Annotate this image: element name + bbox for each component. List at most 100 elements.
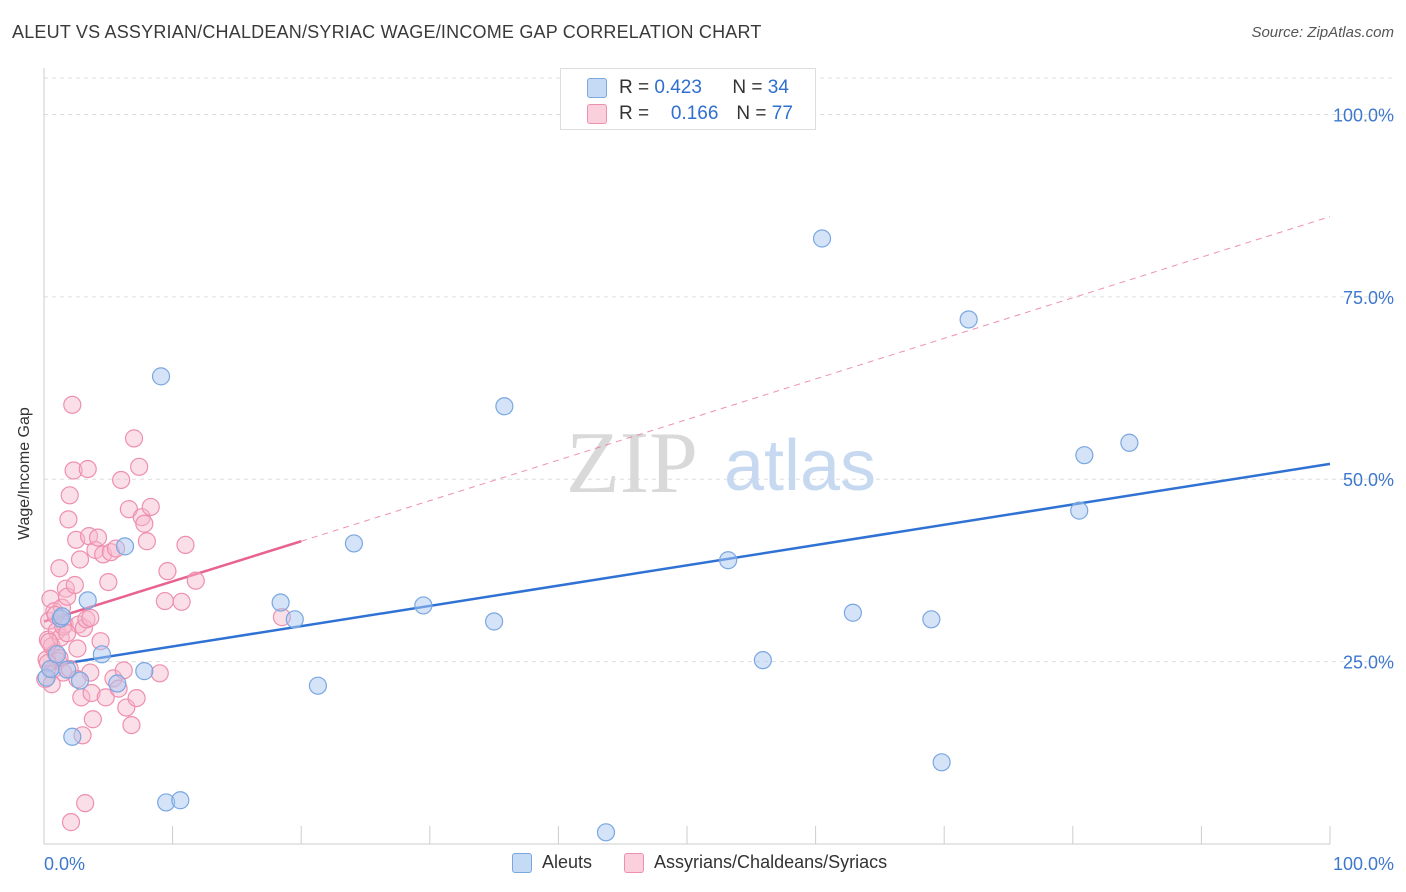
series-assyrians-points	[36, 395, 292, 832]
point-assyrians	[60, 486, 79, 505]
point-assyrians	[81, 608, 100, 627]
point-assyrians	[78, 459, 97, 479]
legend-n-label: N =	[732, 77, 763, 98]
point-assyrians	[65, 575, 84, 595]
point-aleuts	[92, 645, 111, 664]
point-assyrians	[50, 559, 69, 578]
y-tick-label: 75.0%	[1343, 288, 1394, 308]
point-aleuts	[414, 596, 433, 615]
legend-r-value: 0.423	[654, 77, 702, 98]
legend-n-value: 34	[767, 77, 789, 98]
legend-swatch-aleuts	[512, 852, 532, 873]
point-assyrians	[83, 710, 102, 729]
y-tick-label: 100.0%	[1333, 105, 1394, 125]
trend-line-assyrians-extended	[301, 216, 1331, 542]
point-assyrians	[186, 571, 205, 590]
point-assyrians	[64, 461, 83, 480]
correlation-legend: R = 0.423 N = 34 R = 0.166 N = 77	[560, 68, 816, 130]
point-aleuts	[63, 727, 82, 746]
legend-row-assyrians: R = 0.166 N = 77	[587, 103, 793, 125]
point-assyrians	[61, 813, 81, 832]
point-assyrians	[137, 532, 156, 551]
point-assyrians	[70, 550, 90, 569]
point-aleuts	[47, 645, 66, 664]
point-aleuts	[843, 603, 862, 622]
legend-r-value: 0.166	[670, 103, 719, 124]
point-aleuts	[485, 612, 504, 631]
point-assyrians	[112, 470, 131, 490]
point-assyrians	[119, 500, 138, 519]
legend-swatch-assyrians	[587, 104, 607, 124]
legend-swatch-aleuts	[587, 78, 607, 98]
point-aleuts	[171, 791, 190, 810]
point-assyrians	[130, 457, 149, 476]
axes	[43, 68, 1331, 845]
legend-r-label: R =	[619, 77, 650, 98]
point-aleuts	[285, 610, 304, 629]
point-aleuts	[922, 610, 941, 629]
point-assyrians	[122, 715, 141, 735]
point-aleuts	[719, 551, 738, 570]
x-tick-label: 0.0%	[44, 854, 85, 874]
trend-line-aleuts	[43, 462, 1331, 668]
legend-item-aleuts[interactable]: Aleuts	[512, 852, 592, 873]
point-aleuts	[108, 674, 127, 693]
point-assyrians	[155, 591, 174, 611]
point-assyrians	[158, 562, 177, 581]
point-assyrians	[176, 535, 195, 554]
legend-label-aleuts: Aleuts	[542, 852, 593, 872]
series-aleuts-points	[37, 229, 1139, 842]
point-assyrians	[82, 683, 101, 703]
tick-labels: 25.0% 50.0% 75.0% 100.0% 0.0% 100.0%	[44, 105, 1394, 874]
legend-r-label: R =	[619, 103, 650, 124]
point-aleuts	[1120, 433, 1139, 452]
point-assyrians	[96, 688, 115, 707]
point-aleuts	[308, 676, 328, 695]
point-aleuts	[115, 537, 135, 556]
source-label: Source: ZipAtlas.com	[1251, 24, 1394, 41]
point-assyrians	[141, 497, 160, 517]
point-assyrians	[88, 528, 108, 547]
point-assyrians	[124, 429, 144, 448]
point-assyrians	[127, 688, 146, 708]
point-aleuts	[1070, 501, 1089, 520]
point-aleuts	[959, 310, 978, 329]
legend-row-aleuts: R = 0.423 N = 34	[587, 77, 789, 99]
point-assyrians	[59, 510, 78, 529]
point-aleuts	[135, 662, 154, 681]
point-assyrians	[68, 639, 87, 658]
point-aleuts	[52, 607, 72, 626]
point-aleuts	[151, 367, 171, 386]
point-aleuts	[932, 753, 951, 772]
legend-swatch-assyrians	[624, 852, 645, 873]
point-assyrians	[172, 592, 191, 611]
point-assyrians	[63, 395, 82, 414]
series-legend: Aleuts Assyrians/Chaldeans/Syriacs	[512, 852, 909, 873]
legend-n-label: N =	[736, 103, 767, 124]
point-aleuts	[70, 671, 90, 690]
point-aleuts	[58, 660, 77, 679]
legend-item-assyrians[interactable]: Assyrians/Chaldeans/Syriacs	[624, 852, 887, 873]
legend-label-assyrians: Assyrians/Chaldeans/Syriacs	[654, 852, 888, 872]
watermark-atlas: atlas	[724, 426, 876, 506]
point-aleuts	[812, 229, 832, 248]
point-assyrians	[135, 514, 154, 533]
point-assyrians	[76, 794, 95, 813]
point-assyrians	[99, 573, 118, 592]
watermark-zip: ZIP	[566, 415, 698, 512]
y-tick-label: 25.0%	[1343, 653, 1394, 673]
point-aleuts	[596, 823, 616, 842]
y-tick-label: 50.0%	[1343, 470, 1394, 490]
point-aleuts	[1075, 446, 1094, 465]
point-assyrians	[150, 664, 169, 683]
point-aleuts	[495, 397, 514, 416]
chart-title: ALEUT VS ASSYRIAN/CHALDEAN/SYRIAC WAGE/I…	[12, 22, 762, 42]
point-aleuts	[344, 534, 364, 553]
point-aleuts	[271, 593, 290, 612]
gridlines	[44, 77, 1396, 663]
point-aleuts	[78, 591, 97, 610]
x-tick-label: 100.0%	[1333, 854, 1394, 874]
legend-n-value: 77	[771, 103, 793, 124]
point-aleuts	[753, 651, 772, 670]
